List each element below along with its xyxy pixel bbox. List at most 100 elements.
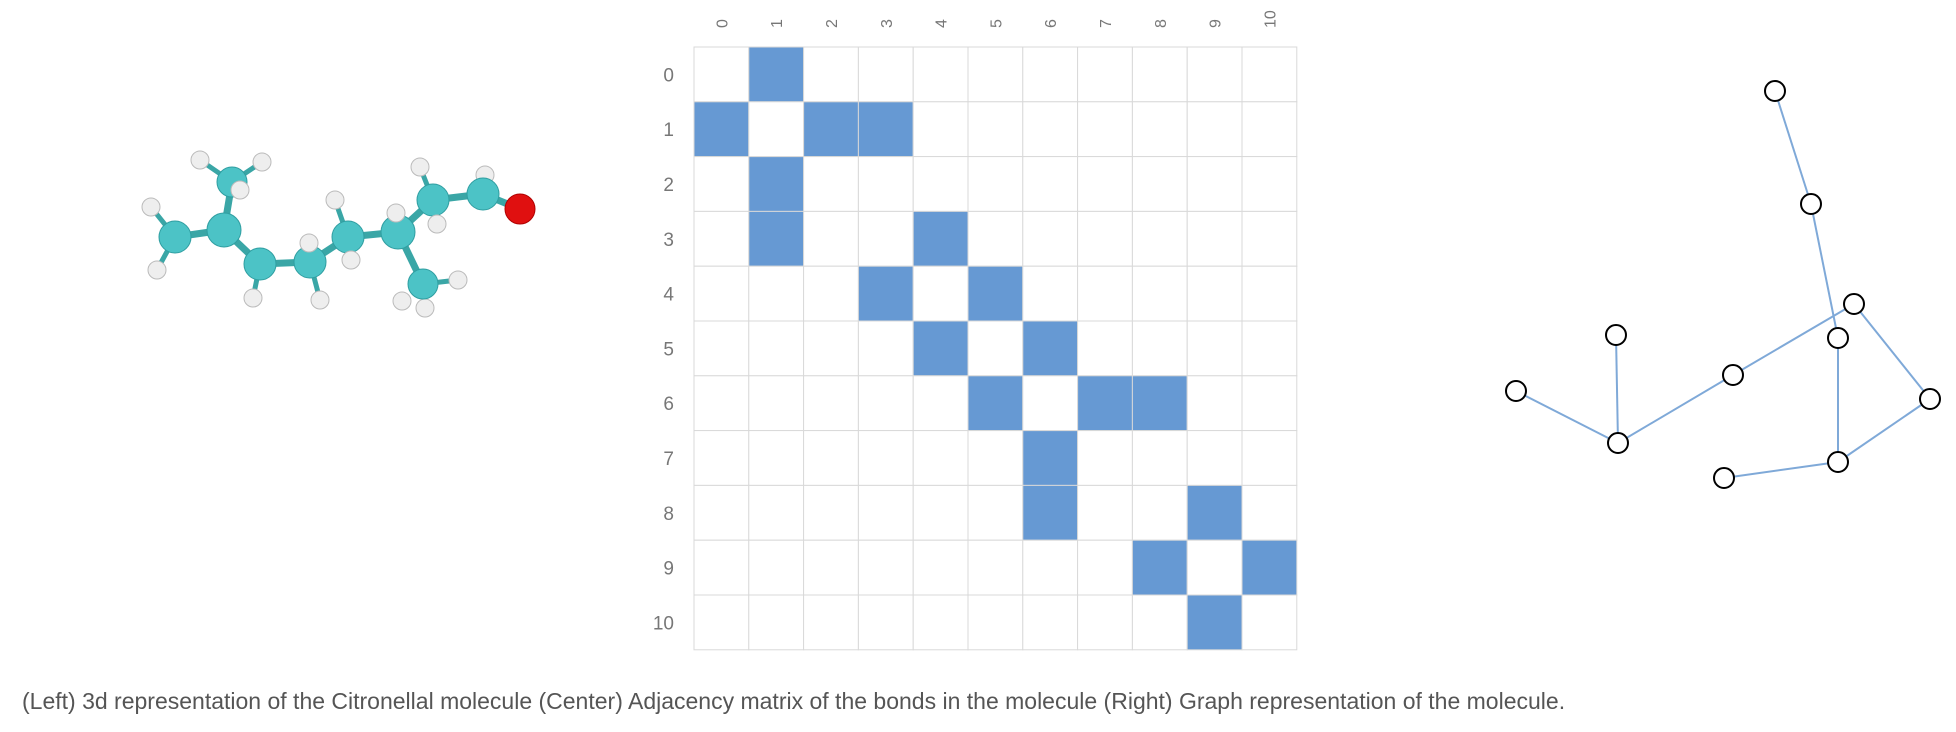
matrix-cell — [1077, 210, 1133, 267]
hydrogen-atom — [299, 233, 319, 253]
matrix-cell — [912, 101, 969, 158]
matrix-cell — [693, 484, 750, 541]
adjacency-matrix: 0 1 2 3 4 5 6 7 8 9 10 0 1 2 3 4 5 6 7 8 9 10 — [653, 10, 1298, 651]
matrix-cell — [967, 594, 1024, 651]
graph-node — [1605, 324, 1627, 346]
graph-edge — [1515, 390, 1619, 444]
graph-edge — [1837, 398, 1931, 463]
carbon-atom — [206, 212, 242, 248]
matrix-cell-bond — [1131, 539, 1188, 596]
matrix-cell — [857, 210, 914, 267]
row-label: 1 — [663, 120, 674, 141]
matrix-cell — [803, 210, 859, 267]
hydrogen-atom — [448, 270, 468, 290]
row-label: 0 — [663, 65, 674, 86]
matrix-cell — [1077, 265, 1133, 322]
matrix-cell — [803, 594, 859, 651]
matrix-cell — [1131, 320, 1188, 377]
matrix-cell — [1241, 430, 1298, 486]
graph-node — [1827, 451, 1849, 473]
matrix-cell — [1131, 594, 1188, 651]
hydrogen-atom — [386, 203, 406, 223]
column-label: 3 — [879, 19, 896, 28]
matrix-cell — [1241, 265, 1298, 322]
matrix-cell-bond — [693, 101, 750, 158]
column-label: 5 — [988, 19, 1005, 28]
hydrogen-atom — [190, 150, 210, 170]
matrix-cell — [967, 484, 1024, 541]
matrix-cell — [693, 210, 750, 267]
matrix-cell — [1077, 320, 1133, 377]
matrix-cell — [748, 265, 805, 322]
matrix-cell — [967, 539, 1024, 596]
row-label: 4 — [663, 285, 674, 306]
matrix-cell — [748, 484, 805, 541]
matrix-cell — [1077, 156, 1133, 212]
matrix-cell — [1077, 46, 1133, 103]
matrix-cell — [857, 539, 914, 596]
matrix-cell — [967, 430, 1024, 486]
matrix-cell — [1241, 46, 1298, 103]
carbon-atom — [407, 268, 439, 300]
matrix-cell — [693, 375, 750, 432]
matrix-cell — [1131, 484, 1188, 541]
hydrogen-atom — [415, 298, 435, 318]
matrix-cell — [693, 156, 750, 212]
matrix-cell — [1077, 539, 1133, 596]
graph-node — [1843, 293, 1865, 315]
matrix-cell — [693, 46, 750, 103]
matrix-cell — [1077, 594, 1133, 651]
hydrogen-atom — [252, 152, 272, 172]
hydrogen-atom — [243, 288, 263, 308]
row-label: 8 — [663, 504, 674, 525]
graph-node — [1722, 364, 1744, 386]
matrix-cell — [803, 320, 859, 377]
matrix-cell — [1077, 430, 1133, 486]
matrix-cell-bond — [803, 101, 859, 158]
matrix-cell-bond — [748, 210, 805, 267]
hydrogen-atom — [392, 291, 412, 311]
matrix-cell — [748, 594, 805, 651]
graph-node — [1800, 193, 1822, 215]
matrix-cell — [1131, 101, 1188, 158]
matrix-cell-bond — [748, 156, 805, 212]
matrix-cell — [1022, 101, 1079, 158]
matrix-cell — [857, 375, 914, 432]
matrix-cell — [693, 430, 750, 486]
carbon-atom — [331, 220, 365, 254]
matrix-cell-bond — [748, 46, 805, 103]
matrix-cell-bond — [912, 210, 969, 267]
column-label: 0 — [714, 19, 731, 28]
matrix-cell-bond — [857, 265, 914, 322]
matrix-cell — [1186, 375, 1243, 432]
matrix-cell — [1022, 265, 1079, 322]
matrix-cell — [1131, 156, 1188, 212]
matrix-cell — [857, 320, 914, 377]
column-label: 8 — [1153, 19, 1170, 28]
figure-caption: (Left) 3d representation of the Citronel… — [22, 688, 1566, 714]
graph-node — [1827, 327, 1849, 349]
matrix-cell — [1241, 484, 1298, 541]
matrix-cell — [1241, 101, 1298, 158]
matrix-cell — [967, 46, 1024, 103]
matrix-cell-bond — [1077, 375, 1133, 432]
matrix-cell — [1131, 265, 1188, 322]
matrix-cell — [1241, 594, 1298, 651]
matrix-cell — [1022, 156, 1079, 212]
carbon-atom — [466, 177, 500, 211]
hydrogen-atom — [141, 197, 161, 217]
row-label: 7 — [663, 449, 674, 470]
column-label: 10 — [1262, 10, 1279, 28]
matrix-cell — [1131, 430, 1188, 486]
matrix-cell — [857, 46, 914, 103]
matrix-cell-bond — [1186, 594, 1243, 651]
column-label: 4 — [934, 19, 951, 28]
matrix-cell-bond — [1186, 484, 1243, 541]
graph-edge — [1617, 374, 1734, 444]
matrix-cell — [912, 46, 969, 103]
matrix-cell — [1186, 539, 1243, 596]
hydrogen-atom — [427, 214, 447, 234]
matrix-cell — [1022, 594, 1079, 651]
hydrogen-atom — [341, 250, 361, 270]
carbon-atom — [416, 183, 450, 217]
